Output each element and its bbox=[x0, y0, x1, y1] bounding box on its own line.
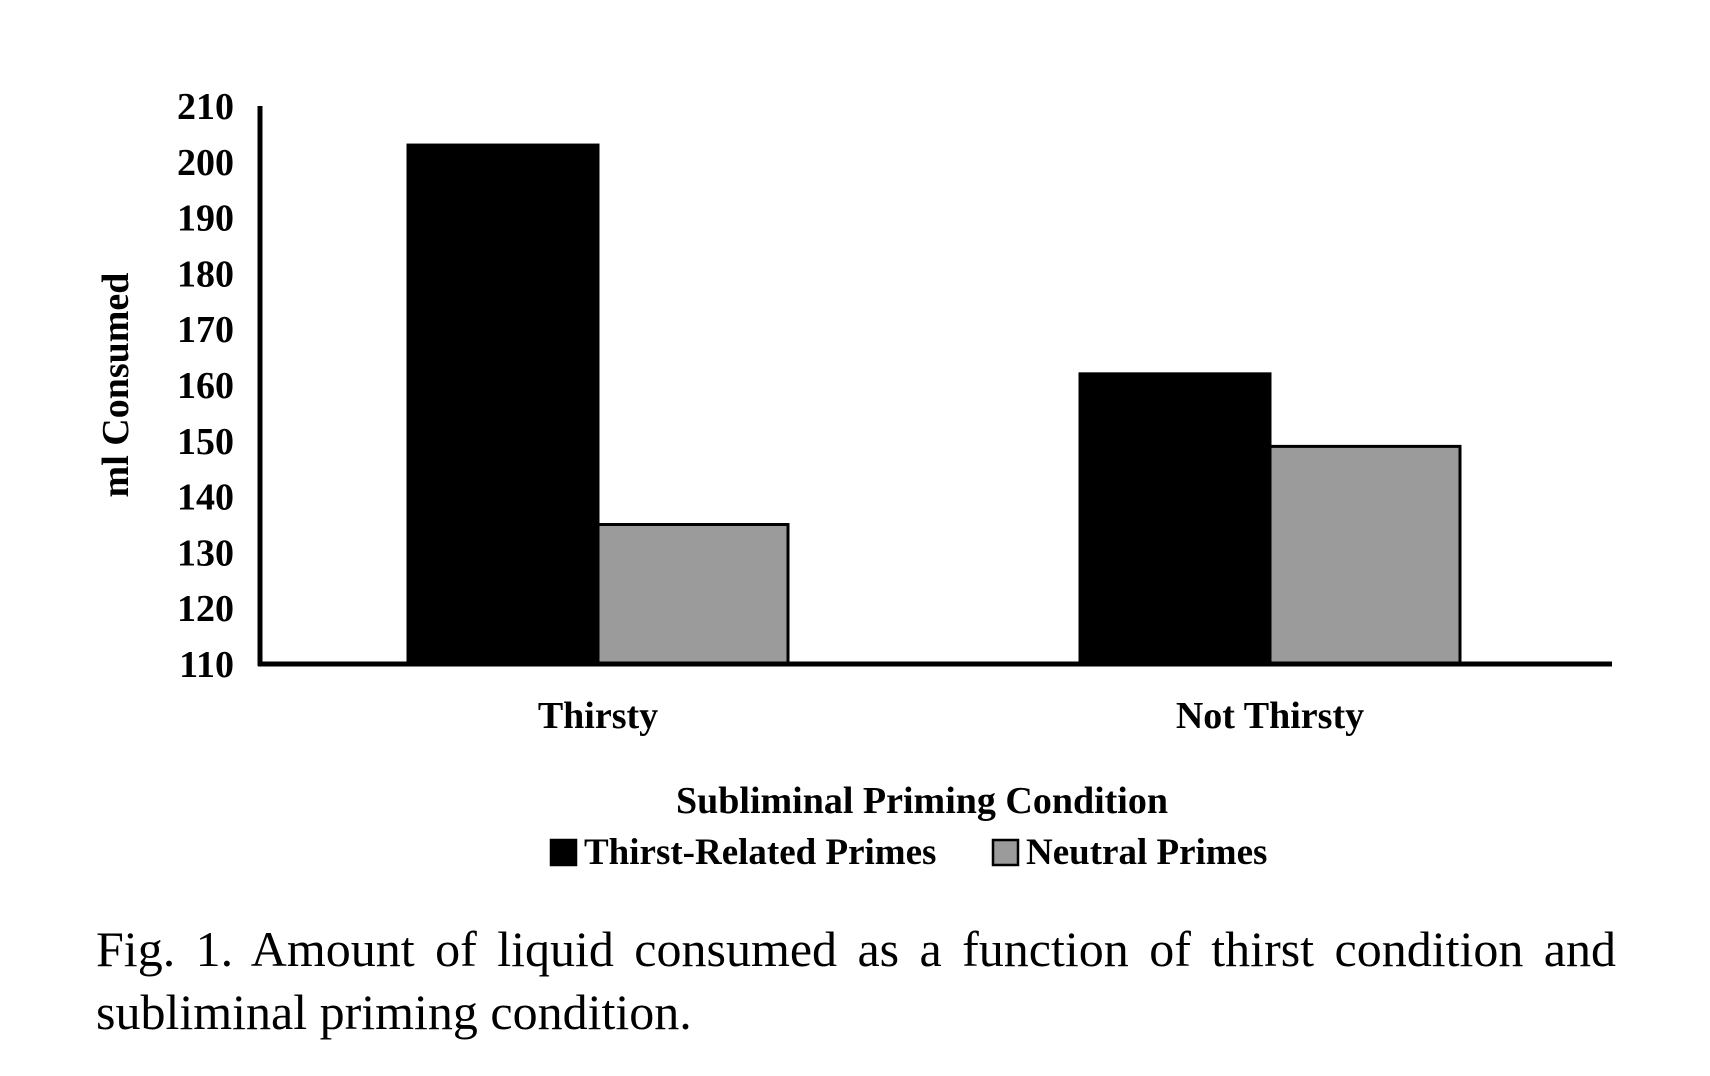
y-tick-label: 190 bbox=[177, 198, 234, 240]
figure-caption: Fig. 1. Amount of liquid consumed as a f… bbox=[96, 921, 1616, 1040]
category-label: Thirsty bbox=[538, 695, 658, 737]
bar-thirsty-neutral-primes bbox=[596, 523, 790, 666]
legend-label: Neutral Primes bbox=[1026, 832, 1267, 873]
axes bbox=[257, 106, 1612, 667]
bar-not-thirsty-neutral-primes bbox=[1268, 444, 1462, 666]
y-tick-label: 140 bbox=[177, 477, 234, 519]
category-label: Not Thirsty bbox=[1176, 695, 1364, 737]
y-tick-label: 200 bbox=[177, 142, 234, 184]
legend: Thirst-Related Primes Neutral Primes bbox=[549, 832, 1267, 873]
y-tick-label: 180 bbox=[177, 253, 234, 295]
bars-layer bbox=[406, 143, 1462, 666]
y-tick-label: 120 bbox=[177, 588, 234, 630]
legend-swatch bbox=[549, 838, 578, 867]
bar-thirsty-thirst-related-primes bbox=[406, 143, 600, 666]
legend-label: Thirst-Related Primes bbox=[584, 832, 936, 873]
y-axis-label: ml Consumed bbox=[95, 273, 137, 498]
y-tick-label: 130 bbox=[177, 532, 234, 574]
bar-not-thirsty-thirst-related-primes bbox=[1078, 372, 1272, 666]
legend-swatch bbox=[991, 838, 1020, 867]
y-tick-labels: 110 120 130 140 150 160 170 180 190 200 210 bbox=[177, 86, 234, 686]
y-tick-label: 170 bbox=[177, 309, 234, 351]
y-tick-label: 160 bbox=[177, 365, 234, 407]
x-axis-label: Subliminal Priming Condition bbox=[676, 780, 1168, 822]
category-labels: Thirsty Not Thirsty bbox=[538, 695, 1364, 737]
y-tick-label: 110 bbox=[179, 644, 234, 686]
y-tick-label: 150 bbox=[177, 421, 234, 463]
y-tick-label: 210 bbox=[177, 86, 234, 128]
